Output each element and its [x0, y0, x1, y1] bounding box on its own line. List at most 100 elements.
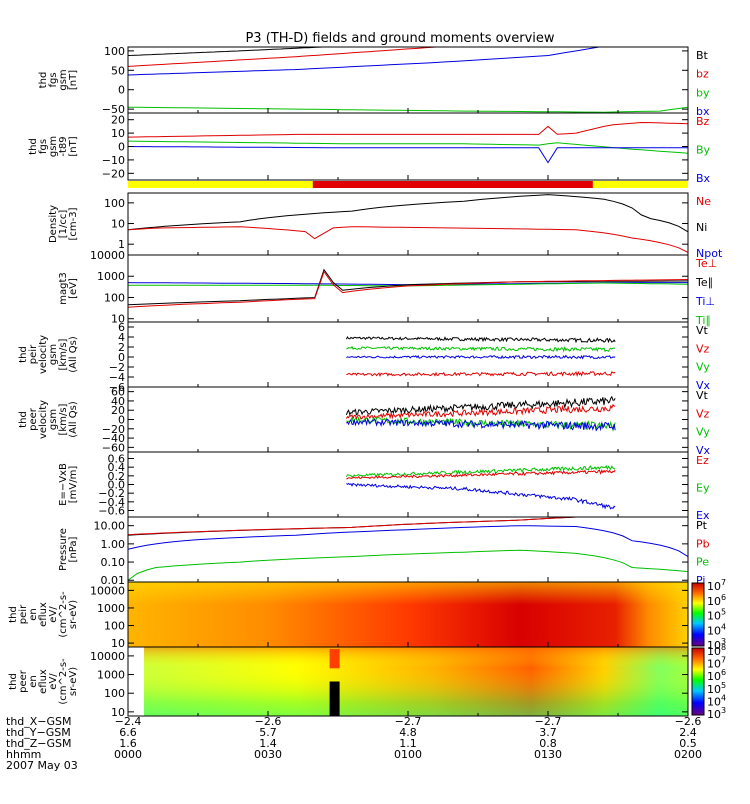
- legend-entry-Te∥: Te∥: [695, 276, 713, 289]
- series-line-Vy: [346, 345, 616, 353]
- y-tick-label: 10.00: [94, 520, 126, 533]
- y-axis-label: sr-eV): [68, 600, 79, 629]
- y-axis-label: [nT]: [68, 70, 79, 90]
- colorbar-tick: 107: [707, 578, 726, 593]
- y-axis-label: thd: [28, 138, 39, 155]
- legend-entry-Bz: Bz: [696, 115, 710, 128]
- ephemeris-value: 1.6: [119, 737, 137, 750]
- ephemeris-value: 0.5: [679, 737, 697, 750]
- y-tick-label: 100: [104, 197, 125, 210]
- y-axis-label: eflux: [38, 602, 49, 627]
- ephemeris-value: 0130: [534, 748, 562, 761]
- legend-entry-Bt: Bt: [696, 49, 709, 62]
- y-axis-label: gsm: [48, 136, 59, 157]
- y-tick-label: 10: [111, 706, 125, 719]
- panel-frame: [127, 386, 689, 453]
- y-axis-label: thd: [8, 673, 19, 690]
- legend-entry-by: by: [696, 86, 710, 99]
- series-line-Pe: [128, 549, 688, 581]
- legend-entry-Pe: Pe: [696, 556, 709, 569]
- y-axis-label: thd: [38, 72, 49, 89]
- mode-bar-red: [312, 181, 593, 188]
- ephemeris-value: 1.1: [399, 737, 417, 750]
- spectrogram-shade: [128, 582, 688, 647]
- y-tick-label: −6: [109, 381, 125, 394]
- data-gap: [128, 647, 144, 716]
- panel-4: 10000 1000 100 10 magt3 [eV] Te⊥ Te∥ Ti⊥ Ti∥: [58, 249, 717, 327]
- ephemeris-value: 0100: [394, 748, 422, 761]
- panel-frame: [127, 451, 689, 518]
- y-tick-label: 100: [104, 291, 125, 304]
- series-line-Ne: [128, 226, 688, 253]
- y-tick-label: −20: [102, 167, 125, 180]
- ephemeris-value: −2.6: [675, 715, 702, 728]
- legend-entry-Pb: Pb: [696, 537, 710, 550]
- y-tick-label: 10: [111, 218, 125, 231]
- series-line-Bt: [128, 47, 332, 56]
- y-tick-label: 40: [111, 395, 125, 408]
- y-axis-label: peir: [28, 344, 39, 364]
- ephemeris-label-hhmm: hhmm: [6, 748, 41, 761]
- ephemeris-date: 2007 May 03: [6, 759, 78, 772]
- y-tick-label: 100: [104, 687, 125, 700]
- series-line-Ez: [346, 469, 616, 480]
- y-axis-label: eV/: [48, 673, 59, 690]
- y-tick-label: 0.0: [108, 479, 126, 492]
- y-axis-label: [km/s]: [58, 338, 69, 370]
- y-tick-label: −20: [102, 423, 125, 436]
- y-axis-label: (cm^2-s-: [58, 591, 69, 638]
- legend-entry-Vy: Vy: [696, 426, 710, 439]
- legend-entry-Vz: Vz: [696, 342, 710, 355]
- y-tick-label: 0: [118, 414, 125, 427]
- y-axis-label: peir: [18, 604, 29, 624]
- y-axis-label: thd: [18, 411, 29, 428]
- y-axis-label: (All Qs): [68, 336, 79, 373]
- y-tick-label: 20: [111, 114, 125, 127]
- series-line-Te∥: [128, 268, 688, 306]
- series-line-Vt: [345, 336, 616, 344]
- y-axis-label: [cm-3]: [68, 207, 79, 240]
- y-tick-label: 100: [104, 45, 125, 58]
- legend-entry-Ez: Ez: [696, 454, 709, 467]
- y-tick-label: 100: [104, 620, 125, 633]
- legend-entry-Npot: Npot: [696, 247, 723, 260]
- legend-entry-Pt: Pt: [696, 519, 708, 532]
- y-axis-label: sr-eV): [68, 667, 79, 696]
- y-tick-label: 4: [118, 331, 125, 344]
- y-tick-label: 0: [118, 351, 125, 364]
- y-axis-label: thd: [8, 606, 19, 623]
- y-tick-label: 6: [118, 321, 125, 334]
- y-tick-label: 0.4: [108, 461, 126, 474]
- ephemeris-value: −2.7: [535, 715, 562, 728]
- y-axis-label: [1/cc]: [58, 210, 69, 239]
- panel-7: 0.60.40.20.0−0.2−0.4−0.6 E=−VxB [mV/m] Ez Ey…: [58, 451, 710, 522]
- y-axis-label: [nT]: [68, 136, 79, 156]
- y-tick-label: −0.6: [98, 505, 125, 518]
- y-axis-label: peer: [28, 407, 39, 431]
- series-line-Vz: [346, 370, 616, 377]
- legend-entry-Pi: Pi: [696, 574, 705, 587]
- y-tick-label: 2: [118, 341, 125, 354]
- panel-frame: [127, 46, 689, 114]
- legend-entry-Vx: Vx: [696, 379, 711, 392]
- y-tick-label: 1000: [97, 602, 125, 615]
- y-axis-label: fgs: [38, 139, 49, 154]
- series-line-Ey: [345, 464, 616, 478]
- y-axis-label: [mV/m]: [68, 466, 79, 504]
- spectrogram-shade: [128, 647, 688, 716]
- panel-8: 10.00 1.00 0.10 0.01 Pressure [nPa] Pt Pb Pe Pi: [58, 516, 710, 587]
- y-tick-label: 10: [111, 637, 125, 650]
- panel-frame: [127, 192, 689, 256]
- y-tick-label: 0.01: [101, 574, 126, 587]
- ephemeris-table: thd_X−GSM thd_Y−GSM thd_Z−GSM hhmm 2007 …: [6, 715, 702, 772]
- y-tick-label: 0: [118, 84, 125, 97]
- y-axis-label: [eV]: [68, 278, 79, 299]
- y-tick-label: 0.10: [101, 556, 126, 569]
- y-axis-label: magt3: [58, 272, 69, 305]
- y-tick-label: −60: [102, 441, 125, 454]
- series-line-Vx: [346, 418, 616, 432]
- ephemeris-value: 0000: [114, 748, 142, 761]
- y-tick-label: 0: [118, 141, 125, 154]
